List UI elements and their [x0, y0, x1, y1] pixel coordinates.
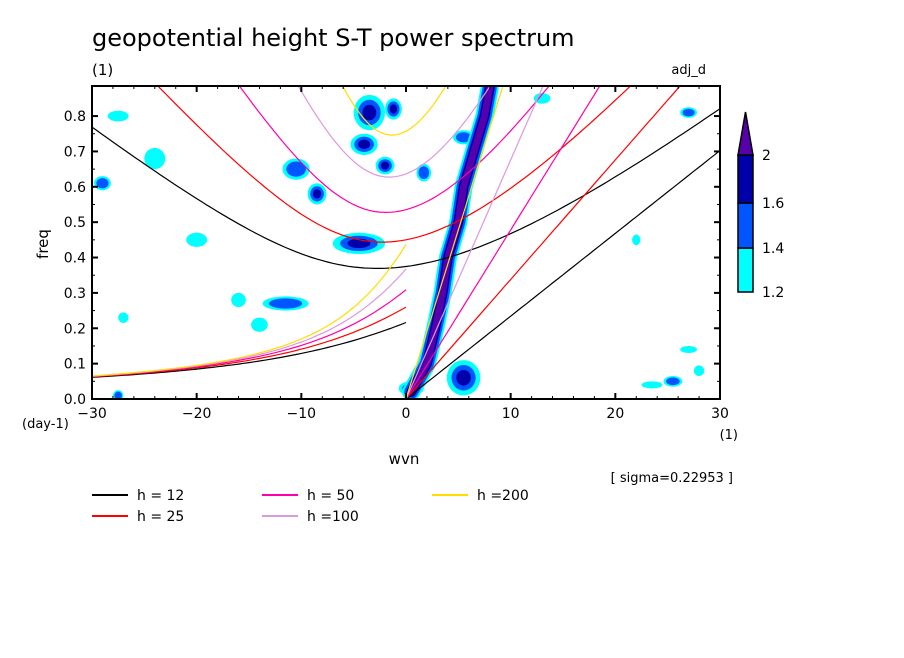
- legend-label: h =100: [307, 509, 359, 525]
- colorbar-segment: [737, 202, 754, 249]
- contour-blob: [114, 391, 122, 399]
- y-tick-label: 0.4: [64, 251, 86, 267]
- y-axis-units: (day-1): [22, 417, 69, 432]
- contour-blob: [680, 345, 697, 354]
- inertia-gravity-curve: [341, 86, 447, 136]
- x-axis: −30 −20 −10 0 10 20 30: [77, 86, 729, 422]
- chart-subtitle-left: (1): [92, 61, 113, 79]
- legend-label: h = 50: [307, 488, 354, 504]
- contour-blob: [456, 132, 472, 143]
- contour-blob: [682, 108, 695, 117]
- contour-blob: [231, 292, 246, 308]
- colorbar-extend-triangle: [737, 111, 754, 156]
- mixed-rossby-gravity-curve: [92, 306, 407, 378]
- y-tick-label: 0.8: [64, 109, 86, 125]
- y-axis: 0.0 0.1 0.2 0.3 0.4 0.5 0.6 0.7 0.8: [64, 109, 720, 408]
- x-tick-label: 30: [711, 406, 729, 422]
- x-axis-label: wvn: [389, 450, 420, 468]
- sigma-annotation: [ sigma=0.22953 ]: [611, 471, 733, 486]
- y-tick-label: 0.5: [64, 215, 86, 231]
- inertia-gravity-curve: [238, 86, 550, 214]
- mixed-rossby-gravity-curve: [92, 244, 407, 377]
- x-tick-label: −10: [287, 406, 317, 422]
- legend: h = 12 h = 25 h = 50 h =100 h =200: [92, 488, 529, 525]
- y-tick-label: 0.7: [64, 144, 86, 160]
- contour-fills: [94, 86, 705, 399]
- legend-label: h =200: [477, 488, 529, 504]
- contour-blob: [286, 161, 306, 177]
- inertia-gravity-curve: [92, 108, 720, 269]
- inertia-gravity-curve: [157, 86, 632, 243]
- x-tick-label: 10: [502, 406, 520, 422]
- y-tick-label: 0.3: [64, 286, 86, 302]
- contour-blob: [251, 317, 268, 332]
- colorbar-segment: [737, 247, 754, 293]
- contour-blob: [312, 189, 322, 199]
- chart-title: geopotential height S-T power spectrum: [92, 24, 575, 52]
- mixed-rossby-gravity-curve: [92, 321, 407, 378]
- contour-blob: [632, 234, 641, 246]
- y-tick-label: 0.2: [64, 321, 86, 337]
- contour-blob: [144, 147, 166, 170]
- kelvin-wave-curve: [405, 86, 544, 399]
- colorbar-label: 1.4: [762, 241, 784, 257]
- contour-ridge: [407, 86, 494, 396]
- colorbar-segment: [737, 154, 754, 204]
- kelvin-wave-curve: [405, 150, 720, 399]
- y-tick-label: 0.6: [64, 180, 86, 196]
- dispersion-curves: [92, 86, 720, 399]
- x-tick-label: 20: [606, 406, 624, 422]
- contour-blob: [118, 312, 129, 323]
- contour-blob: [269, 298, 303, 309]
- x-tick-label: −30: [77, 406, 107, 422]
- colorbar-label: 1.6: [762, 196, 784, 212]
- inertia-gravity-curve: [297, 86, 491, 178]
- contour-blob: [389, 104, 398, 114]
- colorbar: 1.2 1.4 1.6 2: [737, 111, 784, 301]
- chart-subtitle-right: adj_d: [671, 63, 706, 78]
- colorbar-label: 1.2: [762, 285, 784, 301]
- legend-label: h = 25: [137, 509, 184, 525]
- kelvin-wave-curve: [405, 86, 504, 399]
- contour-blob: [96, 178, 109, 189]
- contour-blob: [533, 93, 551, 104]
- x-tick-label: −20: [182, 406, 212, 422]
- x-axis-units: (1): [720, 428, 738, 443]
- contour-blob: [418, 166, 430, 180]
- contour-blob: [358, 139, 371, 150]
- y-axis-label: freq: [34, 229, 52, 259]
- kelvin-wave-curve: [405, 86, 681, 399]
- contour-blob: [107, 110, 129, 122]
- contour-blob: [362, 104, 377, 121]
- plot-frame: [91, 85, 721, 400]
- contour-blob: [186, 232, 208, 247]
- contour-blob: [693, 365, 705, 377]
- contour-blob: [641, 381, 663, 389]
- x-tick-label: 0: [402, 406, 411, 422]
- contour-blob: [380, 161, 390, 170]
- y-tick-label: 0.0: [64, 392, 86, 408]
- kelvin-wave-curve: [405, 86, 601, 399]
- y-tick-label: 0.1: [64, 357, 86, 373]
- legend-label: h = 12: [137, 488, 184, 504]
- contour-blob: [456, 369, 471, 386]
- colorbar-label: 2: [762, 148, 771, 164]
- plot-area: [92, 86, 720, 399]
- contour-blob: [666, 377, 680, 386]
